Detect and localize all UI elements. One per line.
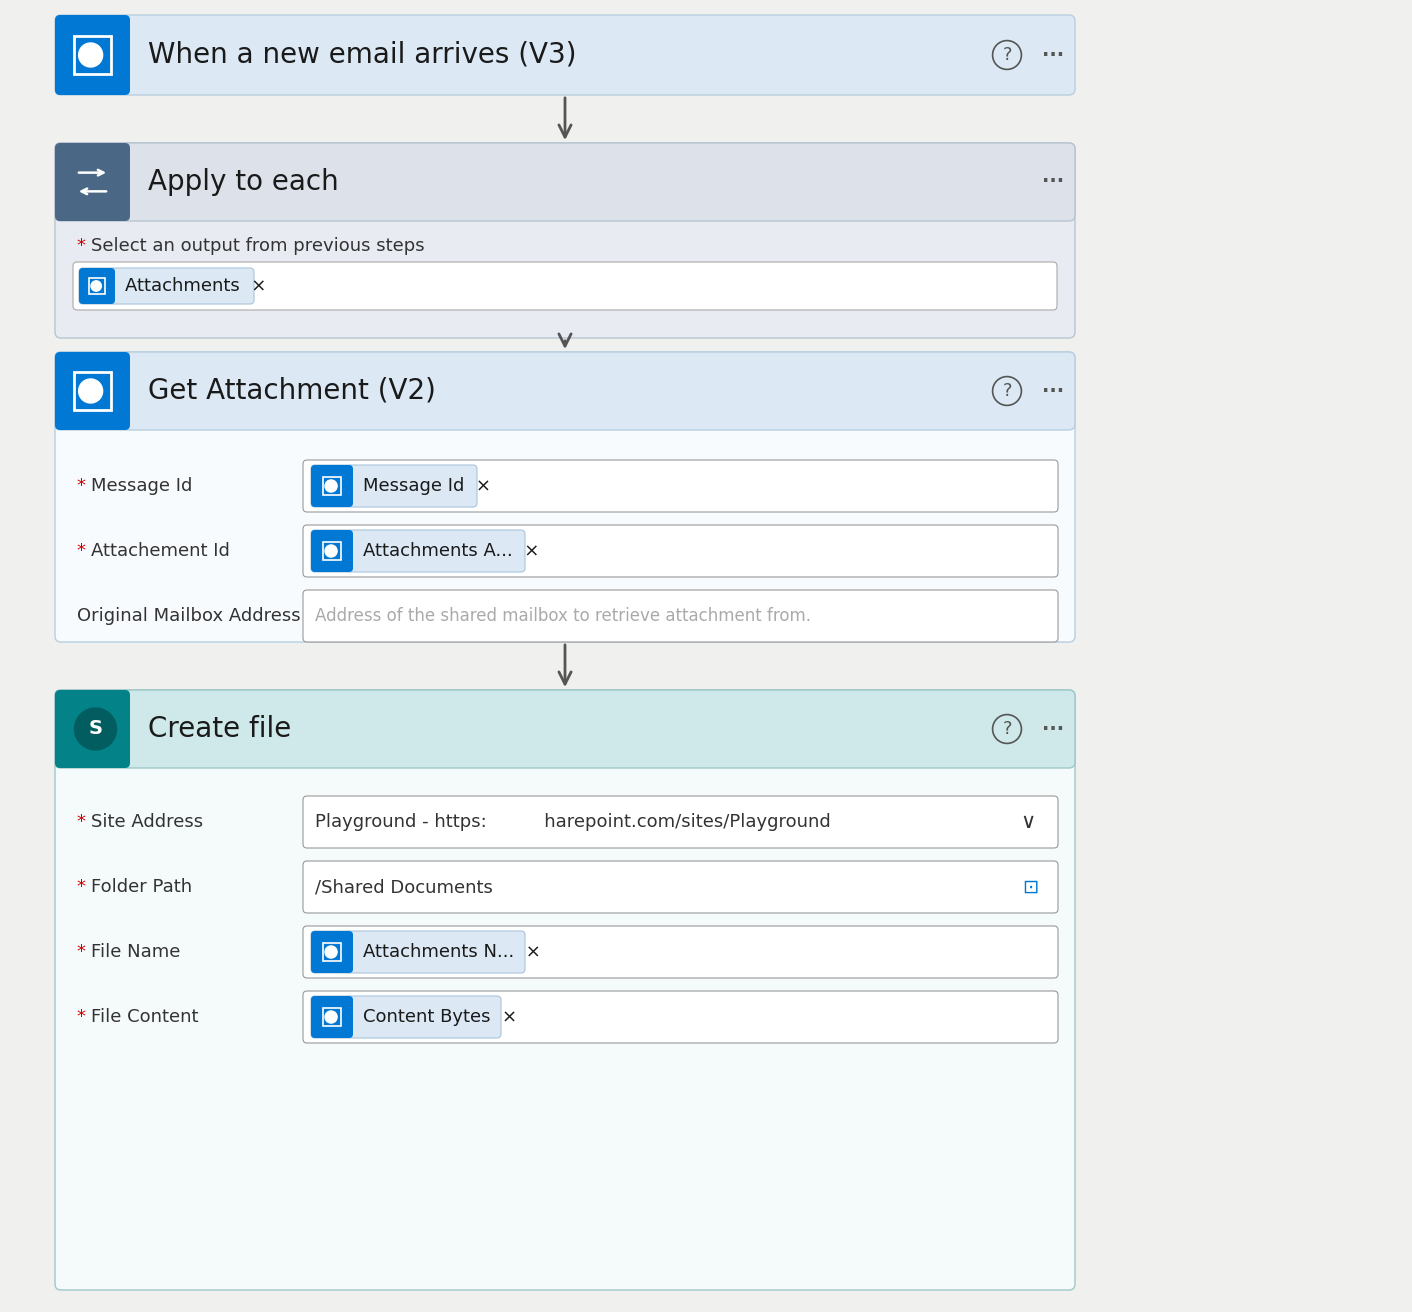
- FancyBboxPatch shape: [79, 268, 114, 304]
- Circle shape: [325, 946, 337, 958]
- FancyBboxPatch shape: [311, 996, 353, 1038]
- Text: Original Mailbox Address: Original Mailbox Address: [78, 607, 301, 625]
- Text: Attachement Id: Attachement Id: [90, 542, 230, 560]
- FancyBboxPatch shape: [55, 143, 1075, 338]
- Text: ?: ?: [1003, 46, 1012, 64]
- Text: /Shared Documents: /Shared Documents: [315, 878, 493, 896]
- FancyBboxPatch shape: [55, 143, 130, 220]
- Circle shape: [79, 379, 103, 403]
- Text: Message Id  ×: Message Id ×: [363, 478, 491, 495]
- Text: ···: ···: [1042, 172, 1065, 192]
- Circle shape: [325, 544, 337, 558]
- Text: *: *: [78, 237, 92, 255]
- Text: *: *: [78, 878, 92, 896]
- Text: Playground - https:          harepoint.com/sites/Playground: Playground - https: harepoint.com/sites/…: [315, 813, 830, 830]
- Text: Content Bytes  ×: Content Bytes ×: [363, 1008, 517, 1026]
- Text: Site Address: Site Address: [90, 813, 203, 830]
- FancyBboxPatch shape: [311, 464, 477, 506]
- Circle shape: [325, 1012, 337, 1023]
- FancyBboxPatch shape: [311, 530, 353, 572]
- Text: Attachments A...  ×: Attachments A... ×: [363, 542, 539, 560]
- FancyBboxPatch shape: [311, 932, 525, 974]
- Text: Attachments  ×: Attachments ×: [126, 277, 267, 295]
- FancyBboxPatch shape: [55, 352, 130, 430]
- Text: ···: ···: [1042, 382, 1065, 400]
- FancyBboxPatch shape: [311, 996, 501, 1038]
- Circle shape: [90, 281, 102, 291]
- Text: Message Id: Message Id: [90, 478, 192, 495]
- Text: *: *: [78, 1008, 92, 1026]
- Text: S: S: [89, 719, 103, 739]
- Text: ···: ···: [1042, 46, 1065, 64]
- FancyBboxPatch shape: [73, 262, 1058, 310]
- FancyBboxPatch shape: [55, 690, 1075, 768]
- Text: Folder Path: Folder Path: [90, 878, 192, 896]
- Circle shape: [79, 43, 103, 67]
- FancyBboxPatch shape: [311, 530, 525, 572]
- FancyBboxPatch shape: [79, 268, 254, 304]
- FancyBboxPatch shape: [55, 690, 130, 768]
- Text: Attachments N...  ×: Attachments N... ×: [363, 943, 541, 960]
- Text: When a new email arrives (V3): When a new email arrives (V3): [148, 41, 576, 70]
- Circle shape: [325, 480, 337, 492]
- Text: File Name: File Name: [90, 943, 181, 960]
- FancyBboxPatch shape: [304, 861, 1058, 913]
- Text: ⊡: ⊡: [1022, 878, 1038, 896]
- Text: Select an output from previous steps: Select an output from previous steps: [90, 237, 425, 255]
- Text: File Content: File Content: [90, 1008, 199, 1026]
- Text: Apply to each: Apply to each: [148, 168, 339, 195]
- Text: *: *: [78, 943, 92, 960]
- FancyBboxPatch shape: [55, 14, 130, 94]
- FancyBboxPatch shape: [55, 143, 1075, 220]
- FancyBboxPatch shape: [311, 464, 353, 506]
- FancyBboxPatch shape: [304, 590, 1058, 642]
- Text: Create file: Create file: [148, 715, 291, 743]
- FancyBboxPatch shape: [55, 14, 1075, 94]
- FancyBboxPatch shape: [311, 932, 353, 974]
- FancyBboxPatch shape: [304, 525, 1058, 577]
- Text: Address of the shared mailbox to retrieve attachment from.: Address of the shared mailbox to retriev…: [315, 607, 810, 625]
- Text: ∨: ∨: [1021, 812, 1035, 832]
- Text: *: *: [78, 542, 92, 560]
- FancyBboxPatch shape: [304, 926, 1058, 977]
- FancyBboxPatch shape: [55, 352, 1075, 430]
- Text: ?: ?: [1003, 382, 1012, 400]
- FancyBboxPatch shape: [55, 690, 1075, 1290]
- Text: Get Attachment (V2): Get Attachment (V2): [148, 377, 436, 405]
- Text: ···: ···: [1042, 719, 1065, 739]
- Text: ?: ?: [1003, 720, 1012, 737]
- FancyBboxPatch shape: [55, 352, 1075, 642]
- Circle shape: [75, 708, 117, 750]
- FancyBboxPatch shape: [304, 796, 1058, 848]
- FancyBboxPatch shape: [304, 991, 1058, 1043]
- Text: *: *: [78, 813, 92, 830]
- Text: *: *: [78, 478, 92, 495]
- FancyBboxPatch shape: [304, 461, 1058, 512]
